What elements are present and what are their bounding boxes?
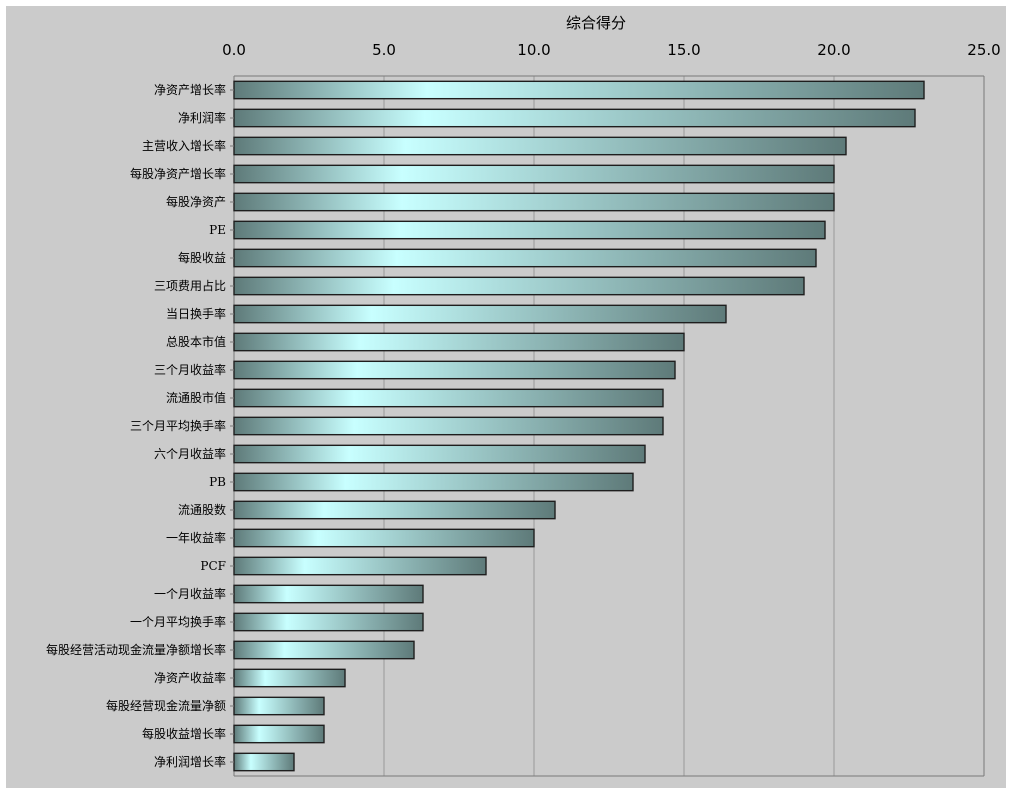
category-label: 三个月平均换手率	[130, 418, 226, 433]
bar	[233, 108, 916, 128]
category-label: 每股收益增长率	[142, 726, 226, 741]
bar	[233, 360, 676, 380]
category-label: 流通股市值	[166, 390, 226, 405]
category-label: 净资产收益率	[154, 670, 226, 685]
category-label: 一年收益率	[166, 530, 226, 545]
bar	[233, 556, 487, 576]
category-label: 主营收入增长率	[142, 138, 226, 153]
bar	[233, 752, 295, 772]
bar	[233, 696, 325, 716]
bar	[233, 640, 415, 660]
bar	[233, 332, 685, 352]
category-label: 一个月收益率	[154, 586, 226, 601]
bar	[233, 80, 925, 100]
bar	[233, 136, 847, 156]
bar	[233, 416, 664, 436]
bar	[233, 472, 634, 492]
bar-chart: 综合得分 0.0 5.0 10.0 15.0 20.0 25.0 净资产增长率净利润率主营…	[46, 14, 1001, 777]
bar	[233, 528, 535, 548]
category-label: 当日换手率	[166, 306, 226, 321]
x-tick-label: 15.0	[667, 41, 700, 59]
chart-area: 综合得分 0.0 5.0 10.0 15.0 20.0 25.0 净资产增长率净利润率主营…	[6, 6, 1006, 788]
category-label: PB	[209, 475, 226, 489]
category-label: 三个月收益率	[154, 362, 226, 377]
bar	[233, 584, 424, 604]
bar	[233, 500, 556, 520]
x-axis-ticks: 0.0 5.0 10.0 15.0 20.0 25.0	[222, 41, 1001, 59]
bar	[233, 388, 664, 408]
x-tick-label: 20.0	[817, 41, 850, 59]
category-label: PE	[209, 223, 226, 237]
category-label: 三项费用占比	[154, 278, 226, 293]
bar	[233, 612, 424, 632]
category-label: 流通股数	[178, 502, 226, 517]
chart-title: 综合得分	[566, 14, 626, 32]
category-label: 一个月平均换手率	[130, 614, 226, 629]
x-tick-label: 5.0	[372, 41, 396, 59]
category-label: 每股经营活动现金流量净额增长率	[46, 642, 226, 657]
bar	[233, 164, 835, 184]
bar	[233, 304, 727, 324]
category-label: 每股净资产增长率	[130, 166, 226, 181]
category-label: 净资产增长率	[154, 82, 226, 97]
bars	[233, 80, 925, 772]
category-label: 每股经营现金流量净额	[106, 698, 226, 713]
category-label: PCF	[200, 559, 226, 573]
bar	[233, 192, 835, 212]
category-label: 六个月收益率	[154, 446, 226, 461]
bar	[233, 276, 805, 296]
category-label: 净利润增长率	[154, 754, 226, 769]
bar	[233, 724, 325, 744]
bar	[233, 444, 646, 464]
category-label: 净利润率	[178, 110, 226, 125]
bar	[233, 668, 346, 688]
x-tick-label: 10.0	[517, 41, 550, 59]
category-label: 每股净资产	[166, 194, 226, 209]
category-label: 每股收益	[178, 250, 226, 265]
x-tick-label: 0.0	[222, 41, 246, 59]
bar	[233, 248, 817, 268]
x-tick-label: 25.0	[967, 41, 1000, 59]
category-label: 总股本市值	[166, 334, 226, 349]
bar	[233, 220, 826, 240]
